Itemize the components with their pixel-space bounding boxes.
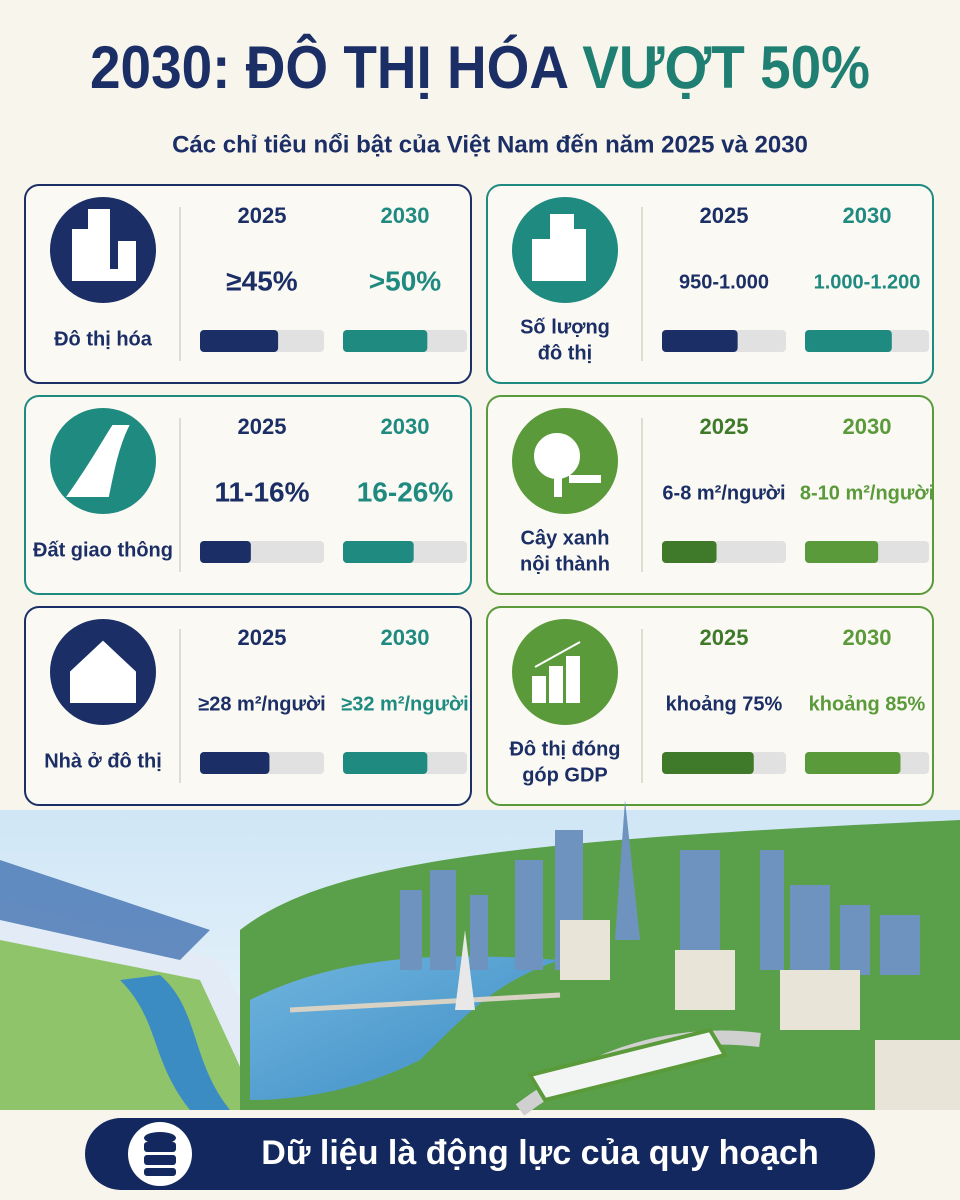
bar-fill — [662, 330, 738, 352]
value: ≥32 m²/người — [341, 693, 468, 715]
metric-card: Đô thị hóa 2025 ≥45% 2030 >50% — [24, 184, 472, 384]
metric-label: Cây xanh — [521, 527, 610, 549]
year: 2025 — [238, 203, 287, 228]
value: 950-1.000 — [679, 271, 769, 293]
title-accent: VƯỢT 50% — [582, 34, 870, 101]
bar-fill — [805, 752, 901, 774]
year: 2025 — [700, 203, 749, 228]
year: 2025 — [238, 414, 287, 439]
year: 2030 — [381, 414, 430, 439]
footer-icon — [128, 1122, 192, 1186]
bar-fill — [343, 330, 428, 352]
metric-label: Đô thị đóng — [509, 738, 620, 760]
year: 2030 — [843, 414, 892, 439]
title-main: 2030: ĐÔ THỊ HÓA — [90, 34, 568, 101]
year: 2030 — [381, 203, 430, 228]
value: khoảng 85% — [809, 693, 926, 715]
year: 2025 — [238, 625, 287, 650]
year: 2025 — [700, 625, 749, 650]
metric-label: đô thị — [538, 342, 592, 364]
metric-card: Đô thị đóng góp GDP 2025 khoảng 75% 2030 khoả… — [486, 606, 934, 806]
year: 2030 — [381, 625, 430, 650]
value: 6-8 m²/người — [662, 482, 785, 504]
metric-label: Nhà ở đô thị — [44, 750, 162, 772]
bar-fill — [805, 330, 892, 352]
icon — [70, 640, 136, 703]
bar-fill — [662, 752, 754, 774]
metric-label: Số lượng — [520, 316, 610, 338]
bar-fill — [200, 752, 270, 774]
value: ≥45% — [226, 265, 298, 296]
value: khoảng 75% — [666, 693, 783, 715]
subtitle: Các chỉ tiêu nổi bật của Việt Nam đến nă… — [172, 131, 808, 158]
icon — [72, 209, 136, 281]
icon-circle — [512, 619, 618, 725]
metric-card: Số lượng đô thị 2025 950-1.000 2030 1.000-1.2… — [486, 184, 934, 384]
metric-label: Đất giao thông — [33, 539, 173, 561]
bar-fill — [200, 330, 279, 352]
metric-label: góp GDP — [522, 764, 608, 786]
year: 2030 — [843, 625, 892, 650]
icon — [532, 641, 581, 703]
year: 2030 — [843, 203, 892, 228]
value: 11-16% — [215, 476, 310, 507]
metric-card: Đất giao thông 2025 11-16% 2030 16-26% — [24, 395, 472, 595]
bar-fill — [200, 541, 251, 563]
icon — [532, 214, 586, 281]
footer-banner — [85, 1118, 875, 1190]
value: 8-10 m²/người — [800, 482, 934, 504]
bar-fill — [343, 752, 428, 774]
value: 1.000-1.200 — [814, 271, 921, 293]
metric-card: Cây xanh nội thành 2025 6-8 m²/người 2030 8-1… — [486, 395, 934, 595]
metric-label: nội thành — [520, 553, 610, 575]
city-illustration — [0, 800, 960, 1116]
value: >50% — [369, 265, 441, 296]
cards: Đô thị hóa 2025 ≥45% 2030 >50% Số lượng đô thị… — [24, 184, 934, 806]
metric-label: Đô thị hóa — [54, 328, 153, 350]
database-icon — [144, 1132, 176, 1176]
icon — [534, 433, 601, 497]
title: 2030: ĐÔ THỊ HÓA VƯỢT 50% — [90, 34, 870, 101]
bar-fill — [662, 541, 717, 563]
metric-card: Nhà ở đô thị 2025 ≥28 m²/người 2030 ≥32 m²/n… — [24, 606, 472, 806]
year: 2025 — [700, 414, 749, 439]
value: ≥28 m²/người — [198, 693, 325, 715]
bar-fill — [343, 541, 414, 563]
bar-fill — [805, 541, 879, 563]
icon — [66, 425, 130, 497]
footer-text: Dữ liệu là động lực của quy hoạch — [261, 1134, 818, 1172]
value: 16-26% — [357, 476, 454, 507]
